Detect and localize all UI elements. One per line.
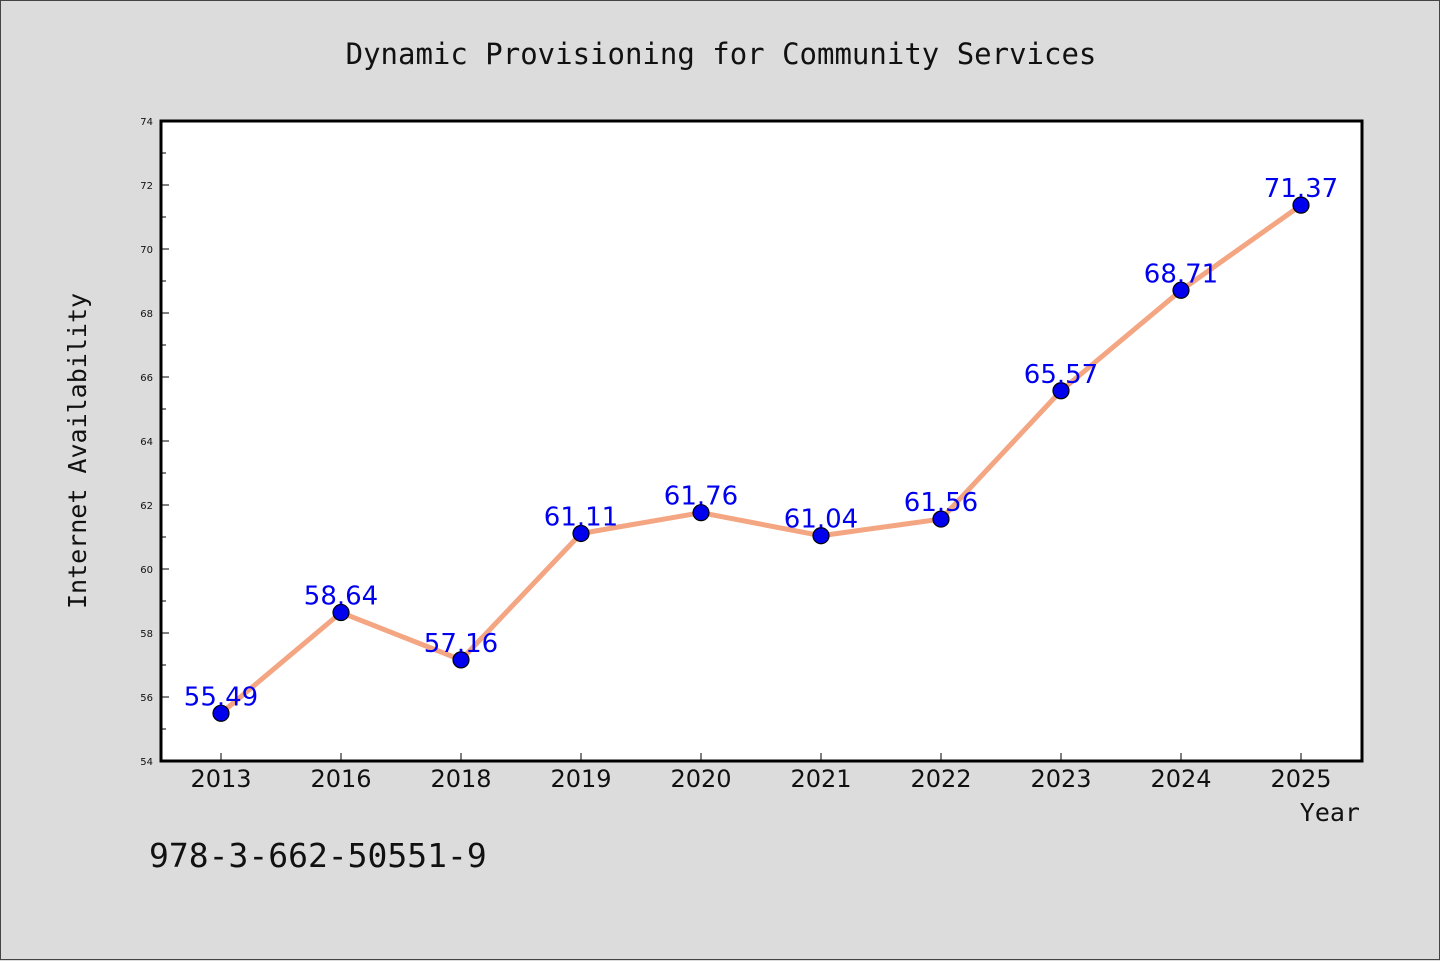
x-axis-label: Year [1300,798,1360,827]
y-tick-label: 56 [140,693,153,704]
y-tick-label: 72 [140,181,153,192]
y-tick-label: 70 [140,245,153,256]
y-tick-label: 64 [140,437,153,448]
data-label: 57.16 [424,629,498,659]
x-tick-label: 2021 [790,765,851,793]
data-markers [212,196,1310,722]
isbn-text: 978-3-662-50551-9 [149,836,487,875]
y-tick-label: 66 [140,373,153,384]
y-tick-label: 60 [140,565,153,576]
y-tick-label: 74 [140,117,153,128]
x-tick-label: 2022 [910,765,971,793]
x-tick-label: 2025 [1270,765,1331,793]
x-tick-label: 2013 [190,765,251,793]
data-label: 65.57 [1024,360,1098,390]
data-labels: 55.49 58.64 57.16 61.11 61.76 61.04 61.56 65.57… [184,174,1338,712]
x-tick-label: 2020 [670,765,731,793]
data-point [692,504,710,522]
data-label: 61.56 [904,488,978,518]
chart-title: Dynamic Provisioning for Community Servi… [346,37,1097,71]
data-point [452,651,470,669]
data-point [212,704,230,722]
data-label: 61.76 [664,482,738,512]
y-tick-label: 68 [140,309,153,320]
data-label: 68.71 [1144,259,1218,289]
series-line [219,203,1303,716]
data-point [572,524,590,543]
y-axis: 54 56 58 60 62 64 66 68 70 72 74 [140,117,169,768]
x-tick-label: 2016 [310,765,371,793]
x-axis: 2013 2016 2018 2019 2020 2021 2022 2023 2024 2025 [190,753,1332,793]
data-label: 71.37 [1264,174,1338,204]
data-point [332,603,350,622]
x-tick-label: 2024 [1150,765,1211,793]
data-label: 61.04 [784,505,858,535]
data-label: 58.64 [304,582,378,612]
data-point [932,510,950,528]
plot-area [159,119,1364,763]
x-tick-label: 2018 [430,765,491,793]
y-axis-label: Internet Availability [63,293,92,609]
data-label: 55.49 [184,682,258,712]
y-tick-label: 54 [140,757,153,768]
x-tick-label: 2023 [1030,765,1091,793]
y-tick-label: 58 [140,629,153,640]
data-point [812,527,830,545]
data-point [1292,196,1310,214]
y-tick-label: 62 [140,501,153,512]
data-point [1052,382,1070,400]
data-point [1172,281,1190,299]
data-label: 61.11 [544,502,618,532]
x-tick-label: 2019 [550,765,611,793]
